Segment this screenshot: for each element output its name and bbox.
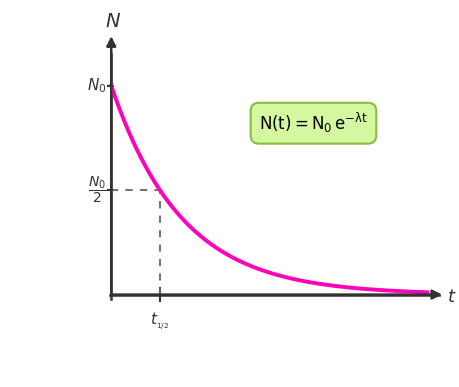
Text: $\dfrac{N_0}{2}$: $\dfrac{N_0}{2}$ (88, 175, 106, 205)
Text: $N$: $N$ (105, 12, 121, 31)
Text: $t$: $t$ (447, 288, 456, 306)
Text: $\rm N(t) = N_0\, e^{-\lambda t}$: $\rm N(t) = N_0\, e^{-\lambda t}$ (258, 111, 367, 135)
Text: $N_0$: $N_0$ (87, 76, 106, 95)
Text: $t_{_{1/2}}$: $t_{_{1/2}}$ (150, 311, 169, 334)
